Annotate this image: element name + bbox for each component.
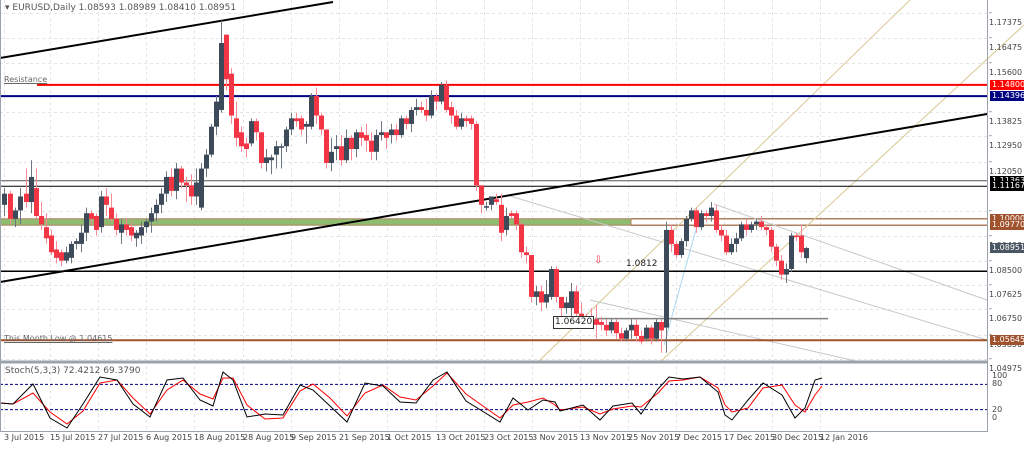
date-tick-label: 12 Jan 2016 [820,433,868,442]
price-tick-label: - 1.15600 [989,57,1023,77]
candlestick-series [2,20,809,353]
price-tick-label: - 1.08500 [989,255,1023,275]
price-tick-label: - 1.13825 [989,107,1023,127]
price-level-tag: 1.11363 [990,175,1024,186]
stochastic-tick-label: 80 [992,379,1003,389]
date-tick-label: 13 Oct 2015 [436,433,486,442]
date-tick-label: 9 Sep 2015 [291,433,337,442]
stochastic-panel [0,371,987,429]
date-tick-label: 3 Nov 2015 [532,433,579,442]
price-level-tag: 1.14800 [990,79,1024,90]
date-tick-label: 21 Sep 2015 [339,433,390,442]
date-tick-label: 18 Aug 2015 [194,433,246,442]
stochastic-tick-label: 20 [992,404,1003,414]
date-tick-label: 30 Dec 2015 [772,433,824,442]
date-tick-label: 7 Dec 2015 [676,433,723,442]
price-level-tag: 1.14396 [990,91,1024,102]
price-level-tag: 1.05645 [990,335,1024,346]
date-tick-label: 25 Nov 2015 [628,433,680,442]
price-tick-label: - 1.16475 [989,33,1023,53]
month-low-label: This Month Low @ 1.04615 [4,334,113,343]
support-level-text: 1.0812 [626,259,658,269]
date-tick-label: 13 Nov 2015 [580,433,632,442]
price-level-tag: 1.10000 [990,213,1024,224]
price-level-tag: 1.09770 [990,220,1024,231]
date-tick-label: 17 Dec 2015 [724,433,776,442]
date-tick-label: 6 Aug 2015 [146,433,193,442]
price-tick-label: - 1.04975 [989,354,1023,373]
date-tick-label: 1 Oct 2015 [387,433,432,442]
symbol-title: ▾ EURUSD,Daily 1.08593 1.08989 1.08410 1… [5,3,237,13]
price-level-tag: 1.11167 [990,181,1024,192]
stochastic-label: Stoch(5,3,3) 72.4212 69.3790 [5,366,141,376]
price-tick-label: - 1.17375 [989,8,1023,27]
price-tick-label: - 1.12950 [989,131,1023,151]
grid-lines [0,0,987,431]
price-tick-label: - 1.06750 [989,304,1023,324]
stochastic-tick-label: 0 [992,413,998,422]
level-box-label[interactable]: 1.06420 [553,316,595,329]
date-tick-label: 15 Jul 2015 [50,433,96,442]
date-tick-label: 27 Jul 2015 [98,433,144,442]
sell-arrow-icon[interactable]: ⇩ [594,255,603,266]
price-tick-label: - 1.12050 [989,156,1023,176]
date-tick-label: 3 Jul 2015 [4,433,45,442]
date-tick-label: 23 Oct 2015 [484,433,534,442]
price-tick-label: - 1.07625 [989,280,1023,300]
date-tick-label: 28 Aug 2015 [243,433,295,442]
price-level-tag: 1.08951 [990,243,1024,254]
stochastic-tick-label: 100 [992,371,1008,380]
resistance-label: Resistance [4,75,48,84]
